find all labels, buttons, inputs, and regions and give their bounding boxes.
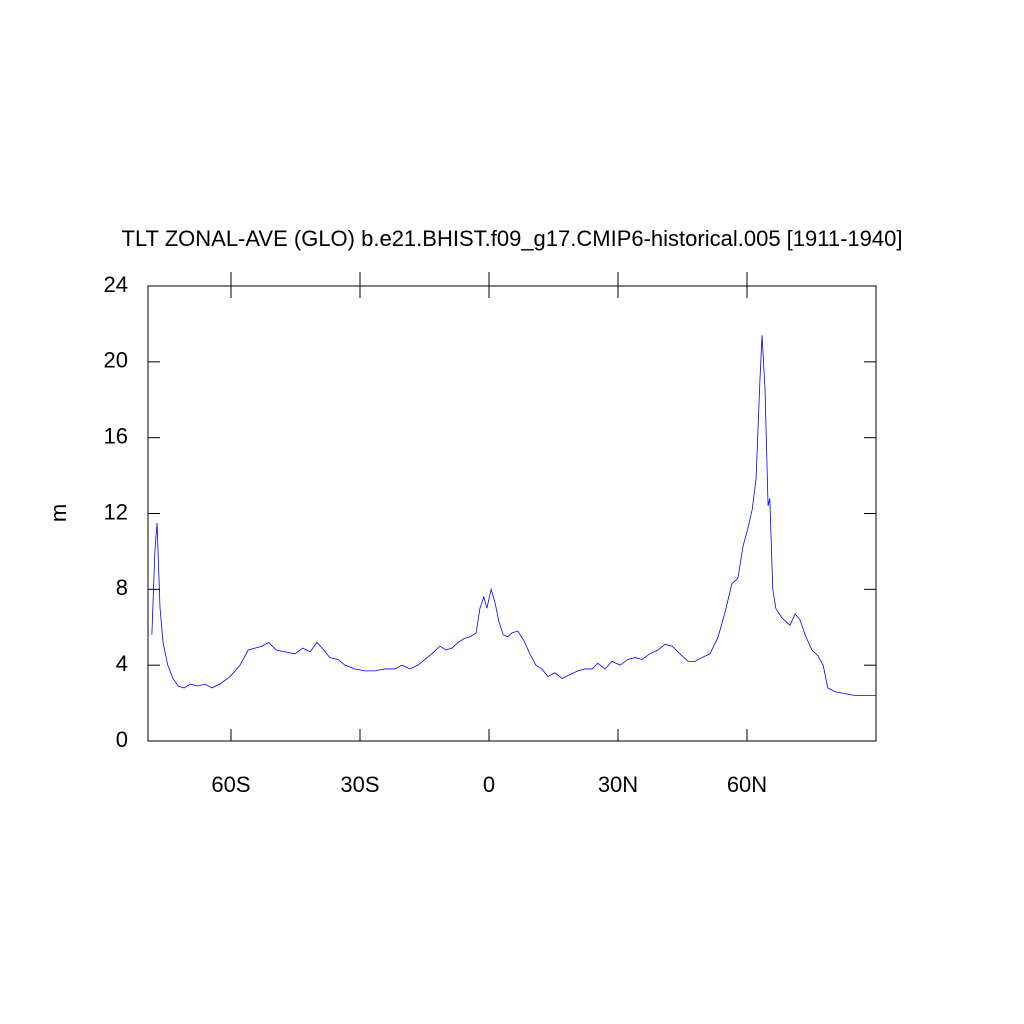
data-line [151,335,876,696]
chart-title: TLT ZONAL-AVE (GLO) b.e21.BHIST.f09_g17.… [122,226,903,251]
x-tick-label: 60S [211,772,250,797]
x-tick-label: 0 [483,772,495,797]
y-tick-label: 20 [104,348,128,373]
y-tick-label: 12 [104,499,128,524]
plot-frame [147,285,877,742]
y-tick-label: 24 [104,272,128,297]
y-tick-label: 8 [116,575,128,600]
x-tick-label: 30N [598,772,638,797]
y-tick-label: 16 [104,423,128,448]
x-tick-label: 30S [340,772,379,797]
y-axis-label: m [46,504,71,522]
y-tick-label: 4 [116,651,128,676]
y-tick-label: 0 [116,727,128,752]
x-tick-label: 60N [727,772,767,797]
